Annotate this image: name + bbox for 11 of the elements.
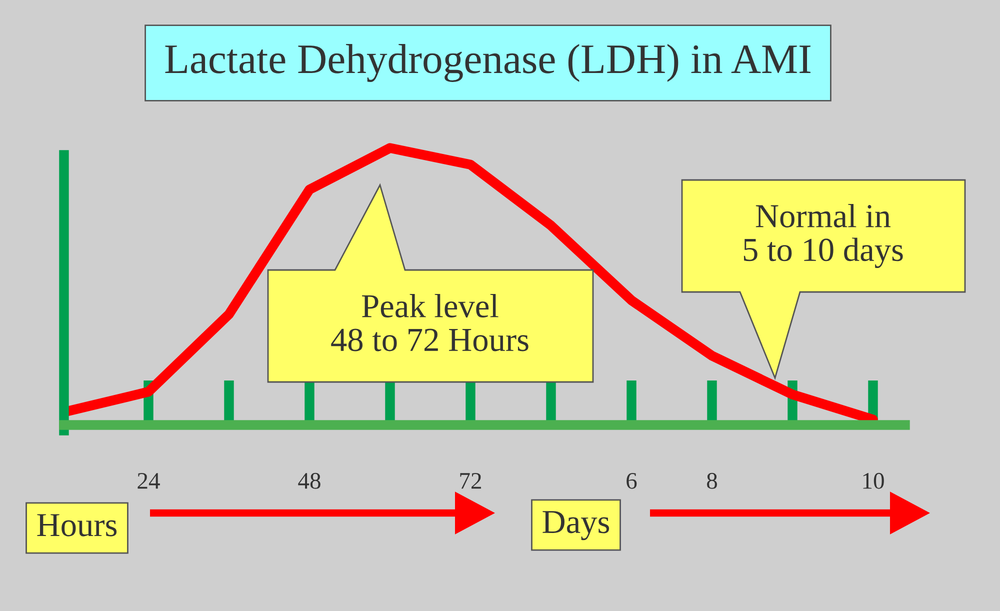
x-tick-label: 24 <box>138 472 160 489</box>
annotation: Peak level 48 to 72 Hours <box>331 294 528 352</box>
x-tick-label: 72 <box>460 472 482 489</box>
text: Days <box>542 511 610 540</box>
x-tick-label: 6 <box>626 472 637 489</box>
annotation: Normal in 5 to 10 days <box>744 204 903 268</box>
chart-title: Lactate Dehydrogenase (LDH) in AMI <box>165 44 810 82</box>
x-tick-label: 8 <box>706 472 718 489</box>
x-tick-label: 48 <box>298 472 320 489</box>
text: Hours <box>37 514 117 536</box>
x-tick-label: 10 <box>863 472 884 489</box>
